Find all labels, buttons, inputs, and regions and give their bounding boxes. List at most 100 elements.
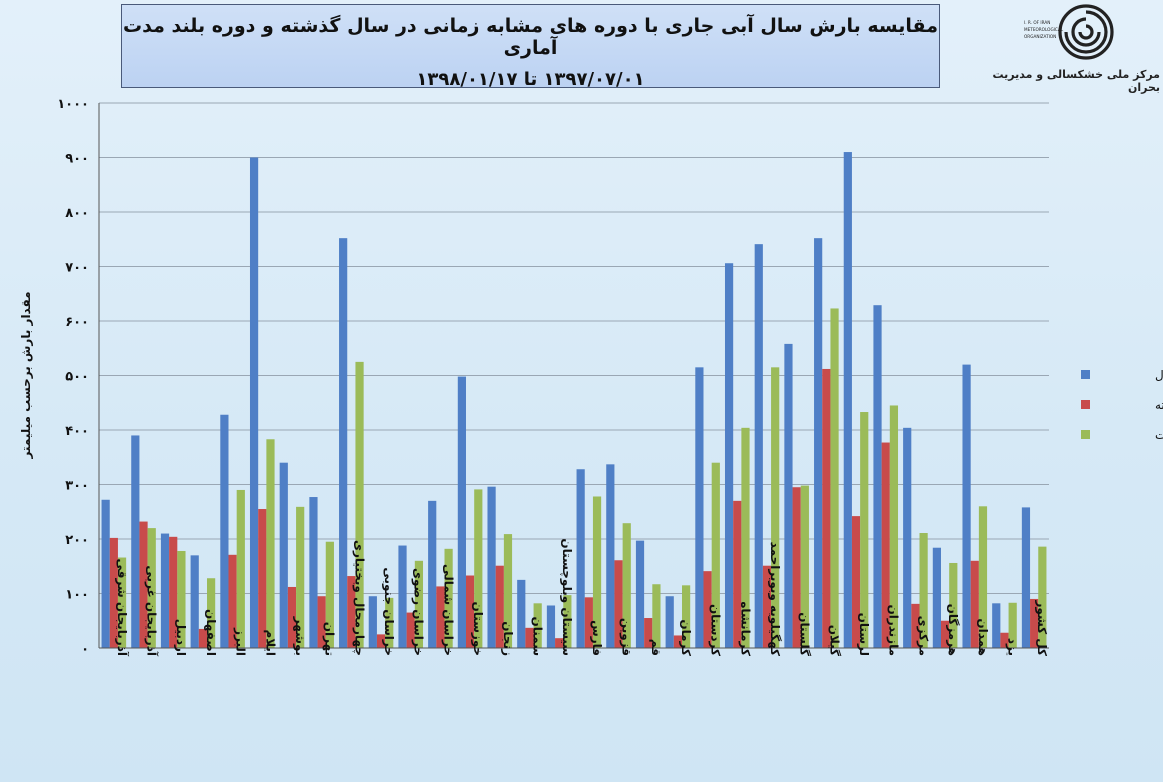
bar-1-22 bbox=[724, 263, 734, 648]
x-tick-label: سیستان وبلوچستان bbox=[559, 538, 574, 656]
svg-text:METEOROLOGICAL: METEOROLOGICAL bbox=[1024, 27, 1064, 32]
y-tick-label: ۸۰۰ bbox=[65, 206, 89, 221]
x-tick-label: تهران bbox=[323, 622, 337, 656]
bar-2-10 bbox=[376, 634, 386, 648]
bar-1-27 bbox=[873, 305, 882, 648]
x-tick-label: اصفهان bbox=[204, 609, 218, 656]
bar-2-17 bbox=[584, 597, 593, 648]
bar-2-4 bbox=[198, 628, 208, 648]
bar-2-13 bbox=[465, 575, 475, 648]
x-tick-label: کرمانشاه bbox=[738, 601, 752, 656]
bar-2-26 bbox=[851, 516, 861, 648]
bar-1-9 bbox=[339, 238, 348, 648]
bar-3-10 bbox=[385, 597, 394, 648]
x-tick-label: آذربایجان شرقی bbox=[115, 558, 130, 656]
bar-2-25 bbox=[822, 368, 831, 648]
bar-1-20 bbox=[665, 596, 674, 648]
y-tick-labels: ۰ ۱۰۰ ۲۰۰ ۳۰۰ ۴۰۰ ۵۰۰ ۶۰۰ ۷۰۰ ۸۰۰ ۹۰۰ ۱۰۰۰ bbox=[57, 97, 89, 657]
bar-1-12 bbox=[428, 500, 437, 648]
x-tick-label: اردبیل bbox=[174, 619, 188, 656]
x-tick-label: قزوین bbox=[619, 618, 634, 656]
legend-swatch-1 bbox=[1081, 370, 1090, 379]
bar-1-7 bbox=[279, 462, 288, 648]
y-axis-label: مقدار بارش برحسب میلیمتر bbox=[19, 291, 33, 459]
bar-3-26 bbox=[860, 412, 869, 648]
bar-1-25 bbox=[814, 238, 823, 648]
bar-2-12 bbox=[436, 586, 445, 648]
bar-3-12 bbox=[444, 548, 453, 648]
bar-1-18 bbox=[606, 464, 615, 648]
y-tick-label: ۰ bbox=[81, 642, 89, 657]
bar-3-24 bbox=[800, 485, 809, 648]
x-tick-label: کل کشور bbox=[1034, 600, 1049, 657]
bar-1-1 bbox=[101, 499, 110, 648]
bar-2-16 bbox=[555, 638, 564, 648]
legend-label-2: سال گذشته bbox=[1155, 398, 1163, 412]
x-tick-labels: آذربایجان شرقی آذربایجان غربی اردبیل اصفهان… bbox=[115, 538, 1049, 657]
bar-2-15 bbox=[525, 627, 534, 648]
bar-3-21 bbox=[711, 462, 720, 648]
bar-2-32 bbox=[1030, 598, 1039, 648]
x-tick-label: هرمزگان bbox=[946, 604, 960, 656]
bar-2-28 bbox=[911, 603, 920, 648]
bar-2-31 bbox=[1000, 632, 1009, 648]
bar-2-3 bbox=[169, 536, 178, 648]
bar-3-9 bbox=[355, 361, 364, 648]
bar-2-11 bbox=[406, 612, 415, 648]
legend-label-3: بلند مدت bbox=[1155, 428, 1163, 442]
y-tick-label: ۱۰۰ bbox=[65, 588, 89, 603]
x-tick-label: ایلام bbox=[262, 629, 277, 656]
x-tick-label: قم bbox=[649, 639, 663, 656]
bar-3-31 bbox=[1008, 602, 1017, 648]
bar-1-15 bbox=[517, 579, 526, 648]
bar-2-23 bbox=[762, 565, 772, 648]
bar-1-28 bbox=[903, 427, 912, 648]
bar-3-7 bbox=[296, 506, 305, 648]
bar-2-18 bbox=[614, 560, 623, 648]
bar-3-14 bbox=[503, 534, 513, 648]
bar-3-13 bbox=[474, 489, 483, 648]
bar-3-8 bbox=[325, 541, 334, 648]
y-tick-label: ۲۰۰ bbox=[65, 533, 89, 548]
x-tick-label: خوزستان bbox=[470, 601, 485, 656]
bar-1-32 bbox=[1021, 507, 1031, 648]
bar-1-19 bbox=[635, 540, 645, 648]
bar-2-27 bbox=[881, 442, 890, 648]
chart-date-range: ۱۳۹۷/۰۷/۰۱ تا ۱۳۹۸/۰۱/۱۷ bbox=[416, 69, 645, 90]
bar-3-6 bbox=[266, 439, 275, 648]
bar-1-29 bbox=[932, 547, 941, 648]
x-tick-label: کردستان bbox=[709, 604, 723, 656]
bar-1-21 bbox=[695, 367, 704, 648]
x-tick-label: یزد bbox=[1005, 638, 1019, 656]
x-tick-label: گیلان bbox=[827, 625, 841, 656]
chart-title: مقایسه بارش سال آبی جاری با دوره های مشا… bbox=[123, 15, 938, 59]
bar-1-10 bbox=[368, 596, 377, 648]
bar-1-13 bbox=[457, 376, 466, 648]
x-tick-label: البرز bbox=[234, 627, 248, 656]
legend-swatch-3 bbox=[1081, 430, 1090, 439]
bar-1-16 bbox=[546, 605, 556, 648]
bar-3-5 bbox=[236, 489, 245, 648]
x-tick-label: خراسان جنوبی bbox=[381, 567, 396, 656]
bar-1-23 bbox=[754, 244, 763, 648]
x-tick-label: لرستان bbox=[857, 613, 871, 656]
x-tick-label: بوشهر bbox=[292, 616, 307, 656]
bar-2-8 bbox=[317, 596, 326, 648]
bar-1-2 bbox=[131, 435, 140, 648]
bar-3-22 bbox=[741, 427, 750, 648]
bar-1-5 bbox=[220, 414, 229, 648]
y-tick-label: ۹۰۰ bbox=[65, 152, 89, 167]
bar-2-19 bbox=[644, 618, 653, 648]
bar-1-30 bbox=[962, 364, 971, 648]
bar-2-24 bbox=[792, 487, 801, 648]
bar-1-3 bbox=[160, 533, 170, 648]
svg-text:I. R. OF IRAN: I. R. OF IRAN bbox=[1024, 20, 1050, 25]
y-tick-label: ۴۰۰ bbox=[65, 424, 89, 439]
x-tick-label: فارس bbox=[590, 620, 604, 656]
bar-3-17 bbox=[592, 496, 602, 648]
bar-2-20 bbox=[673, 635, 683, 648]
x-tick-label: آذربایجان غربی bbox=[145, 565, 160, 656]
meteorological-organization-logo-icon: I. R. OF IRAN METEOROLOGICAL ORGANIZATIO… bbox=[1024, 4, 1114, 60]
bar-3-15 bbox=[533, 603, 542, 648]
